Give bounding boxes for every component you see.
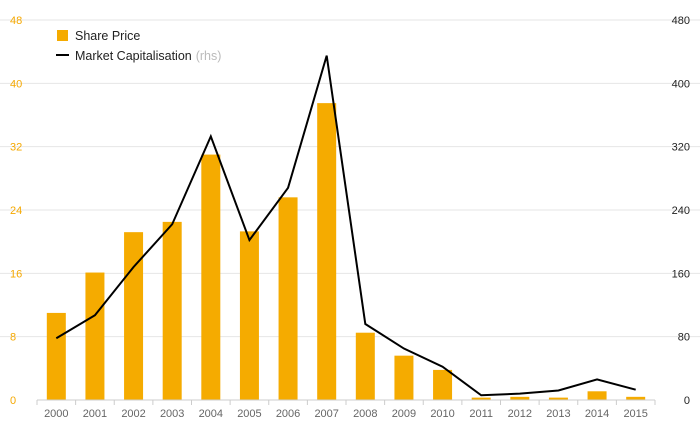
market-cap-line: [55, 55, 636, 397]
share-price-bar: [201, 154, 221, 400]
x-tick-label: 2015: [623, 408, 647, 420]
x-tick-label: 2008: [353, 408, 377, 420]
x-axis: 2000 2001 2002 2003 2004 2005 2006 2007 2008 2009…: [36, 400, 656, 420]
share-price-bar: [548, 397, 568, 400]
right-tick-label: 80: [678, 332, 690, 344]
x-tick-label: 2002: [121, 408, 145, 420]
share-price-bar: [239, 231, 259, 400]
left-tick-label: 0: [10, 395, 16, 407]
x-tick-label: 2009: [392, 408, 416, 420]
left-axis: 0 8 16 24 32 40 48: [10, 15, 22, 407]
market-cap-line-series: [55, 55, 636, 397]
gridlines: [0, 19, 700, 338]
legend: Share Price Market Capitalisation (rhs): [56, 29, 221, 63]
x-tick-label: 2011: [469, 408, 493, 420]
legend-bar-label: Share Price: [75, 29, 140, 43]
legend-line-text: Market Capitalisation (rhs): [75, 49, 221, 63]
right-tick-label: 320: [672, 142, 690, 154]
right-tick-label: 160: [672, 268, 690, 280]
left-tick-label: 8: [10, 332, 16, 344]
share-price-bar: [510, 396, 530, 400]
share-price-bar: [85, 272, 105, 400]
x-tick-label: 2000: [44, 408, 68, 420]
x-tick-label: 2013: [546, 408, 570, 420]
left-tick-label: 40: [10, 78, 22, 90]
x-tick-label: 2010: [430, 408, 454, 420]
right-tick-label: 0: [684, 395, 690, 407]
x-tick-label: 2014: [585, 408, 609, 420]
left-tick-label: 24: [10, 205, 22, 217]
x-tick-label: 2007: [314, 408, 338, 420]
share-price-bar: [46, 312, 66, 400]
x-tick-label: 2004: [199, 408, 223, 420]
share-price-bar: [162, 221, 182, 400]
share-price-bar: [317, 103, 337, 400]
share-price-bar: [278, 197, 298, 400]
right-axis: 0 80 160 240 320 400 480: [672, 15, 690, 407]
legend-bar-swatch: [57, 30, 68, 41]
right-tick-label: 480: [672, 15, 690, 27]
left-tick-label: 16: [10, 268, 22, 280]
share-price-bar: [124, 232, 144, 400]
share-price-bars: [46, 103, 646, 400]
right-tick-label: 400: [672, 78, 690, 90]
left-tick-label: 48: [10, 15, 22, 27]
share-price-bar: [626, 396, 646, 400]
right-tick-label: 240: [672, 205, 690, 217]
left-tick-label: 32: [10, 142, 22, 154]
x-tick-label: 2012: [508, 408, 532, 420]
x-tick-label: 2001: [83, 408, 107, 420]
share-price-bar: [471, 397, 491, 400]
x-tick-label: 2005: [237, 408, 261, 420]
x-tick-label: 2003: [160, 408, 184, 420]
share-price-bar: [394, 355, 414, 400]
share-price-bar: [355, 332, 375, 400]
share-price-bar: [587, 391, 607, 400]
legend-line-suffix: (rhs): [196, 49, 222, 63]
legend-line-label: Market Capitalisation: [75, 49, 192, 63]
x-tick-label: 2006: [276, 408, 300, 420]
share-price-bar: [433, 369, 453, 400]
